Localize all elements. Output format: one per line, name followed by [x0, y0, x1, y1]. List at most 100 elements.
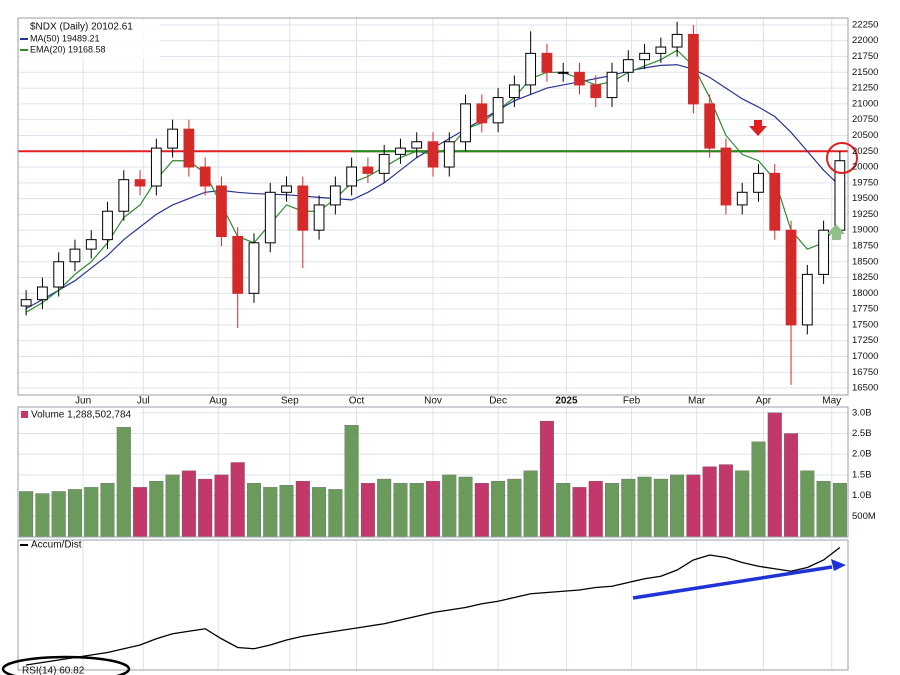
volume-bar	[458, 476, 473, 538]
volume-bar	[816, 480, 831, 538]
y-tick-label: 500M	[852, 511, 876, 522]
candle-body	[378, 153, 390, 174]
x-tick-label: Sep	[281, 396, 299, 407]
candle-body	[53, 261, 65, 288]
volume-bar	[279, 485, 294, 538]
volume-bar	[100, 483, 115, 538]
volume-bar	[133, 487, 148, 538]
legend-entry: EMA(20) 19168.58	[30, 44, 106, 54]
volume-bar	[35, 493, 50, 538]
y-tick-label: 20000	[852, 162, 878, 173]
y-tick-label: 21250	[852, 83, 878, 94]
candle-body	[492, 97, 504, 124]
candle-body	[574, 71, 585, 86]
volume-bar	[784, 433, 799, 538]
grid-layer	[18, 18, 848, 670]
candle-body	[199, 166, 211, 187]
candle-body	[720, 147, 732, 206]
volume-bar	[442, 474, 457, 538]
chart-title: $NDX (Daily) 20102.61	[30, 22, 133, 33]
volume-bar	[507, 478, 522, 538]
volume-bar	[832, 483, 847, 538]
candle-body	[232, 235, 244, 294]
volume-bar	[686, 474, 701, 538]
volume-bar	[19, 491, 34, 538]
accum-frame	[17, 539, 849, 671]
candle-body	[801, 273, 813, 326]
y-tick-label: 19750	[852, 177, 878, 188]
y-tick-label: 17750	[852, 304, 878, 315]
volume-bar	[230, 462, 245, 538]
volume-bar	[344, 425, 359, 538]
candle-body	[704, 103, 716, 149]
volume-bar	[198, 478, 213, 538]
x-tick-label: Nov	[424, 396, 442, 407]
y-tick-label: 18500	[852, 256, 878, 267]
y-tick-label: 21750	[852, 51, 878, 62]
volume-bar	[800, 470, 815, 538]
candle-body	[525, 52, 537, 86]
y-tick-label: 22250	[852, 19, 878, 30]
volume-bar	[621, 478, 636, 538]
x-tick-label: Apr	[756, 396, 772, 407]
legend-box	[20, 20, 160, 58]
volume-bar	[246, 483, 261, 538]
volume-bar	[426, 480, 440, 538]
y-tick-label: 16750	[852, 367, 878, 378]
volume-bar	[605, 483, 620, 538]
y-tick-label: 17000	[852, 351, 878, 362]
y-tick-label: 19000	[852, 225, 878, 236]
volume-bar	[149, 480, 164, 538]
volume-bar	[588, 480, 603, 538]
volume-bar	[84, 487, 99, 538]
candle-body	[183, 128, 195, 168]
candle-body	[85, 239, 97, 250]
rsi-circle	[1, 655, 131, 675]
volume-bar	[491, 480, 506, 538]
legend-box	[20, 409, 140, 420]
x-tick-label: Jul	[137, 396, 150, 407]
volume-bar	[409, 483, 424, 538]
volume-title: Volume 1,288,502,784	[31, 410, 132, 421]
candle-body	[216, 185, 227, 237]
volume-bar	[181, 470, 196, 538]
candle-body	[443, 141, 455, 168]
y-tick-label: 1.5B	[852, 469, 872, 480]
volume-bar	[539, 420, 554, 538]
y-tick-label: 2.5B	[852, 428, 872, 439]
y-tick-label: 18250	[852, 272, 878, 283]
candle-body	[753, 172, 764, 193]
candle-body	[476, 103, 488, 124]
volume-bar	[377, 478, 392, 538]
y-tick-label: 20250	[852, 146, 878, 157]
volume-bar	[328, 489, 343, 538]
x-tick-label: Feb	[623, 396, 641, 407]
volume-bar	[214, 474, 229, 538]
candle-body	[313, 204, 325, 231]
candle-body	[329, 185, 341, 206]
candle-body	[362, 166, 374, 174]
y-tick-label: 1.0B	[852, 490, 872, 501]
trend-arrow	[632, 565, 833, 600]
volume-bar	[702, 466, 717, 538]
legend-entry: MA(50) 19489.21	[30, 33, 100, 43]
volume-bar	[523, 470, 538, 538]
price-frame	[17, 17, 849, 396]
candle-body	[785, 229, 797, 326]
volume-bar	[263, 487, 278, 538]
y-tick-label: 20500	[852, 130, 878, 141]
x-tick-label: Jun	[75, 396, 91, 407]
x-tick-label: Dec	[489, 396, 507, 407]
volume-bar	[653, 478, 668, 538]
candle-body	[297, 185, 309, 231]
candle-body	[346, 166, 358, 187]
volume-bar	[670, 474, 685, 538]
y-tick-label: 17250	[852, 335, 878, 346]
highlight-circle	[826, 142, 858, 174]
candle-body	[167, 128, 178, 149]
candle-body	[655, 46, 667, 54]
volume-bar	[474, 483, 489, 538]
x-tick-label: Aug	[209, 396, 227, 407]
candle-body	[150, 147, 162, 187]
mark-layer	[18, 21, 848, 666]
